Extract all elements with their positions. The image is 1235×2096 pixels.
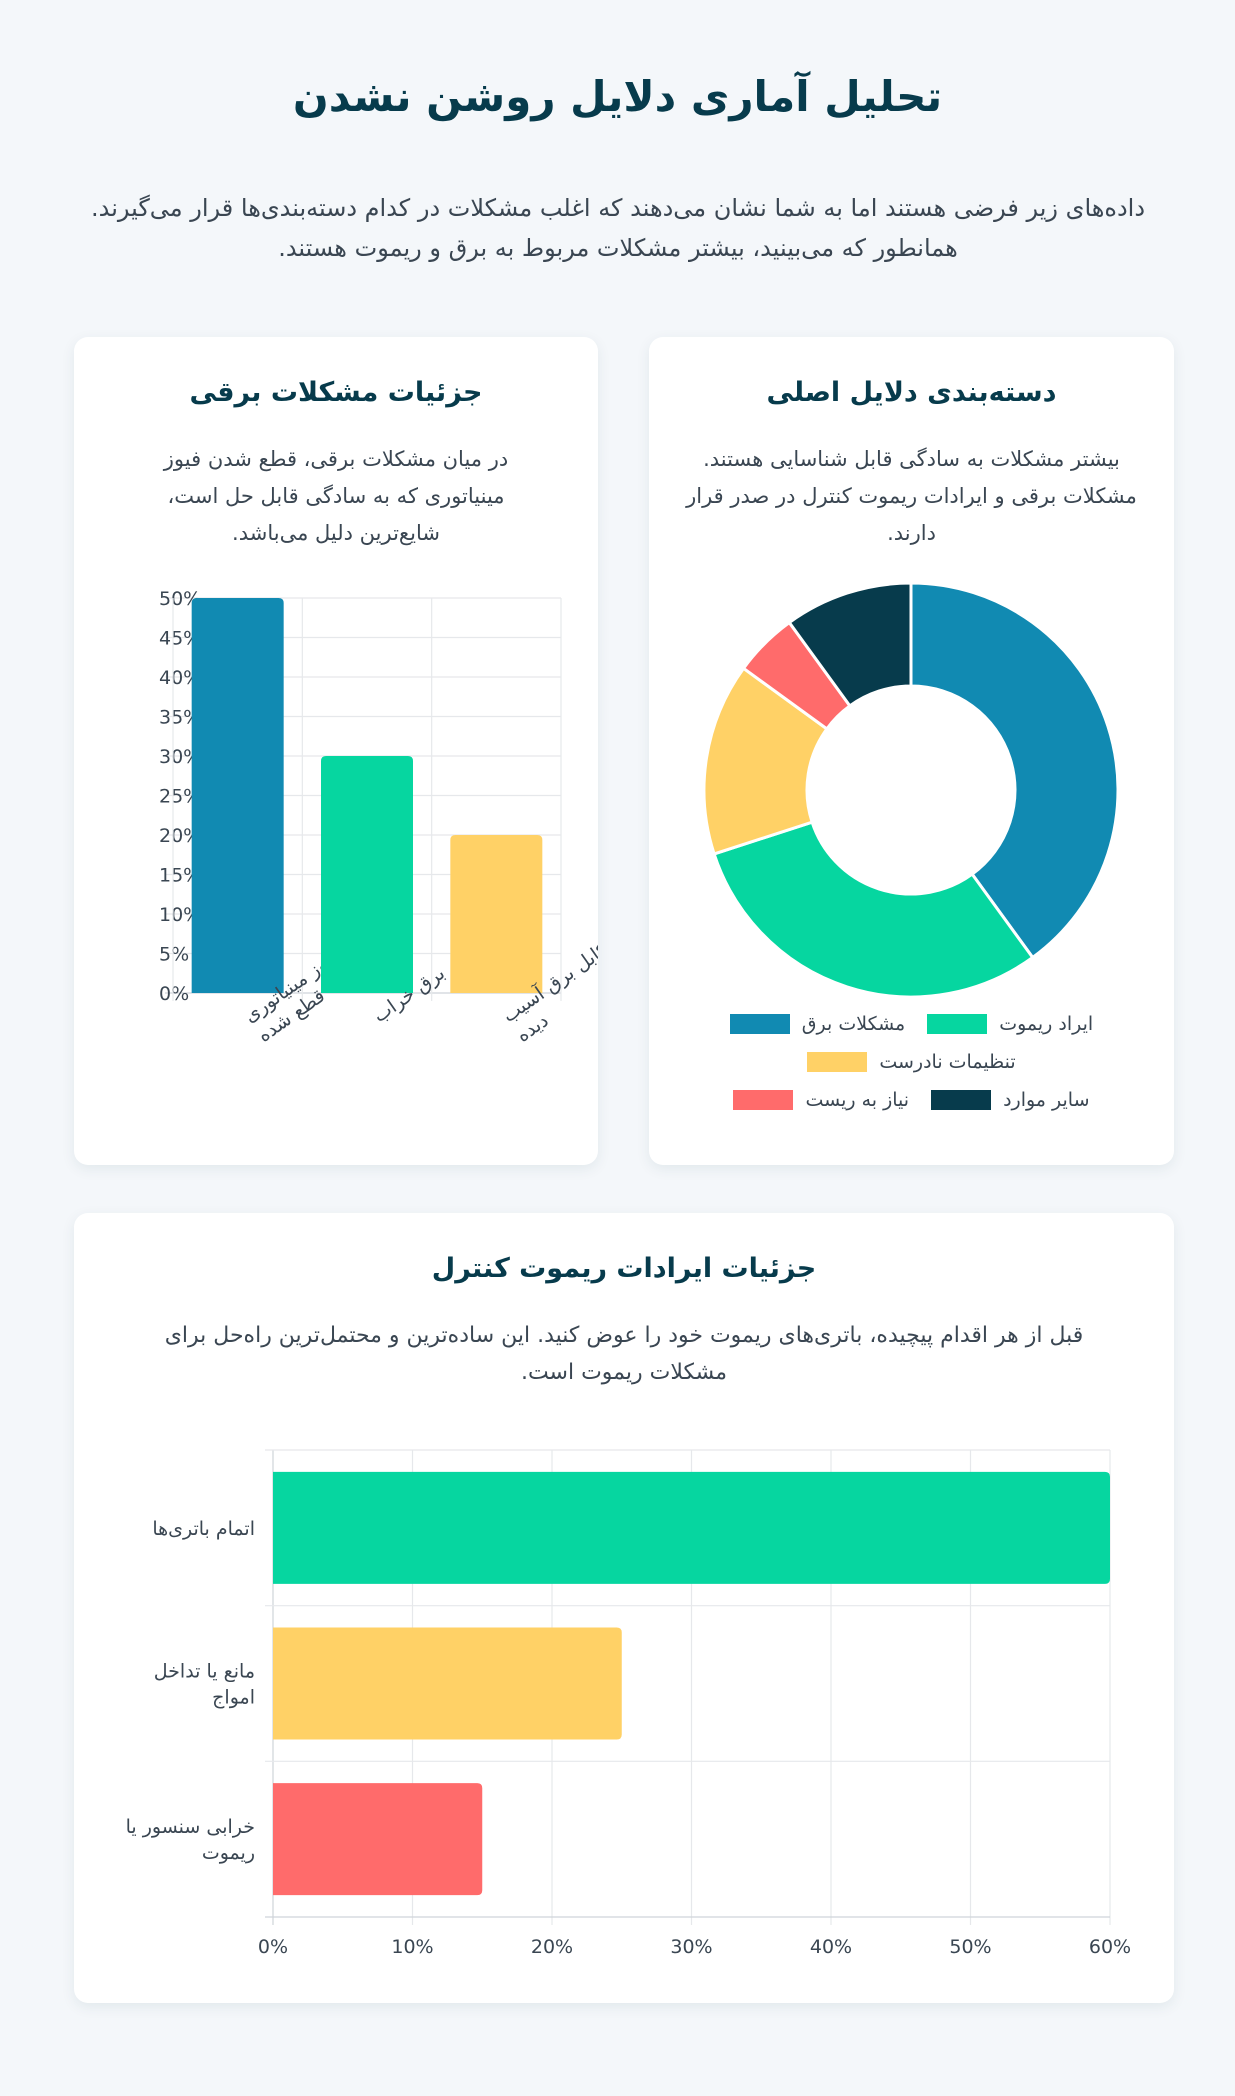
bar[interactable] [321,756,413,993]
y-tick-label: ریموت [202,1842,255,1864]
x-tick-label: 60% [1089,1936,1131,1958]
legend-swatch [931,1090,992,1110]
remote-bar-chart: 0% 10% 20% 30% 40% 50% 60% اتمام باتری‌ها مانع ی… [126,1449,1131,1958]
y-tick-label: 30% [159,746,201,768]
legend-swatch [927,1014,988,1034]
legend-swatch [733,1090,794,1110]
remote-card-title: جزئیات ایرادات ریموت کنترل [431,1253,817,1284]
page-intro: داده‌های زیر فرضی هستند اما به شما نشان … [90,194,1146,262]
y-tick-label: 40% [159,667,201,689]
doughnut-slice[interactable] [712,820,1035,999]
page-title: تحلیل آماری دلایل روشن نشدن [292,72,943,121]
y-tick-label: 45% [159,628,201,650]
legend-item-remote[interactable]: ایراد ریموت [927,1013,1093,1035]
y-tick-label: مانع یا تداخل [154,1661,255,1683]
x-tick-label: 50% [949,1936,991,1958]
legend-item-settings[interactable]: تنظیمات نادرست [807,1051,1016,1073]
y-tick-label: 50% [159,588,201,610]
bar[interactable] [273,1471,1110,1584]
doughnut-chart [702,581,1120,999]
y-tick-label: اتمام باتری‌ها [152,1518,255,1540]
electrical-card-description: در میان مشکلات برقی، قطع شدن فیوز مینیات… [163,447,509,545]
legend-swatch [729,1014,790,1034]
remote-card-description: قبل از هر اقدام پیچیده، باتری‌های ریموت … [164,1323,1084,1385]
y-tick-label: خرابی سنسور یا [126,1816,255,1838]
x-tick-label: 10% [391,1936,433,1958]
bar[interactable] [273,1627,622,1740]
electrical-card: جزئیات مشکلات برقی در میان مشکلات برقی، … [74,337,598,1165]
x-tick-label: 20% [531,1936,573,1958]
electrical-card-title: جزئیات مشکلات برقی [189,377,483,408]
bar[interactable] [191,598,284,993]
y-tick-label: 15% [159,865,201,887]
legend-swatch [807,1052,868,1072]
doughnut-slice[interactable] [909,581,1120,960]
y-tick-label: 5% [159,944,189,966]
bar[interactable] [450,835,543,993]
y-tick-label: 35% [159,707,201,729]
x-tick-label: 40% [810,1936,852,1958]
y-tick-label: 25% [159,786,201,808]
legend-item-electrical[interactable]: مشکلات برق [729,1013,905,1035]
x-tick-label: 30% [670,1936,712,1958]
y-tick-label: 10% [159,904,201,926]
y-tick-label: امواج [212,1687,255,1709]
doughnut-legend: مشکلات برق ایراد ریموت تنظیمات نادرست نی… [649,1005,1174,1119]
categories-card-title: دسته‌بندی دلایل اصلی [766,377,1057,408]
doughnut-slice[interactable] [787,581,913,708]
electrical-bar-chart: 50%45%40%35%30%25%20%15%10%5%0% فیوز مینی… [159,588,598,1047]
legend-item-reset[interactable]: نیاز به ریست [733,1089,909,1111]
y-tick-label: 0% [159,983,189,1005]
categories-card-description: بیشتر مشکلات به سادگی قابل شناسایی هستند… [686,447,1137,545]
legend-item-other[interactable]: سایر موارد [931,1089,1090,1111]
y-tick-label: 20% [159,825,201,847]
remote-card: جزئیات ایرادات ریموت کنترل قبل از هر اقد… [74,1213,1174,2003]
bar[interactable] [273,1783,483,1896]
x-tick-label: 0% [258,1936,288,1958]
doughnut-slice[interactable] [702,666,829,856]
categories-card: دسته‌بندی دلایل اصلی بیشتر مشکلات به ساد… [649,337,1174,1165]
